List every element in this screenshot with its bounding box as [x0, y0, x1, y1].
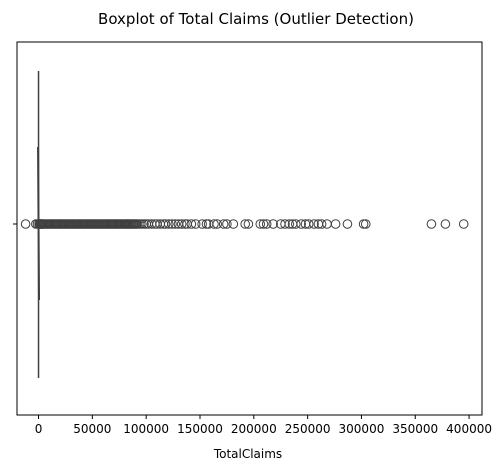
box-body	[37, 146, 41, 301]
outlier-point	[358, 219, 369, 229]
x-tick-label: 50000	[73, 422, 111, 436]
outlier-point	[163, 219, 174, 229]
outlier-point	[139, 219, 149, 229]
outlier-point	[309, 219, 319, 229]
outlier-point	[280, 219, 290, 229]
outlier-point	[258, 219, 269, 229]
outlier-point	[268, 219, 278, 229]
x-tick-label: 150000	[177, 422, 223, 436]
outlier-point	[426, 219, 437, 229]
outlier-point	[137, 219, 147, 229]
box-element	[37, 71, 41, 378]
outlier-point	[167, 219, 177, 229]
x-tick-label: 400000	[446, 422, 492, 436]
outlier-point	[201, 219, 212, 229]
chart-title: Boxplot of Total Claims (Outlier Detecti…	[98, 10, 414, 28]
outlier-point	[290, 219, 301, 229]
plot-area-frame	[16, 41, 483, 416]
outlier-point	[186, 219, 197, 229]
outlier-point	[180, 219, 190, 229]
x-tick-label: 250000	[285, 422, 331, 436]
outlier-point	[228, 219, 239, 229]
outlier-point	[20, 219, 31, 229]
outlier-point	[284, 219, 295, 229]
x-axis-label: TotalClaims	[213, 447, 282, 461]
x-tick-label: 300000	[339, 422, 385, 436]
x-tick-label: 350000	[392, 422, 438, 436]
outlier-point	[160, 219, 171, 229]
outlier-point	[322, 219, 332, 229]
x-tick-label: 0	[35, 422, 43, 436]
outlier-point	[440, 219, 451, 229]
outlier-point	[316, 219, 327, 229]
outlier-point	[222, 219, 232, 229]
outlier-point	[218, 219, 229, 229]
outlier-point	[209, 219, 219, 229]
outlier-point	[190, 219, 201, 229]
outlier-points	[20, 219, 469, 229]
outlier-point	[342, 219, 353, 229]
outlier-point	[360, 219, 371, 229]
x-tick-label: 200000	[231, 422, 277, 436]
outlier-point	[458, 219, 469, 229]
outlier-point	[261, 219, 272, 229]
outlier-point	[176, 219, 187, 229]
outlier-point	[197, 219, 207, 229]
x-axis-ticks: 0 50000 100000 150000 200000 250000 300000 3500…	[35, 415, 492, 436]
outlier-point	[330, 219, 341, 229]
outlier-point	[255, 219, 266, 229]
outlier-point	[296, 219, 306, 229]
outlier-point	[303, 219, 314, 229]
outlier-point	[170, 219, 181, 229]
outlier-point	[212, 219, 223, 229]
outlier-point	[240, 219, 250, 229]
outlier-point	[243, 219, 254, 229]
x-tick-label: 100000	[123, 422, 169, 436]
